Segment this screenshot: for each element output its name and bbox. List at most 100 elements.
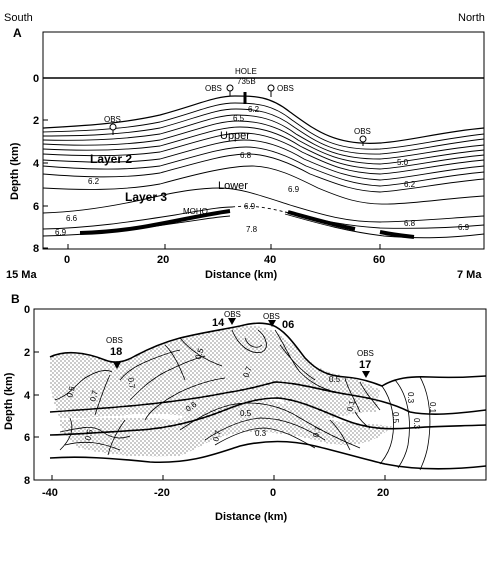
panel-a-frame <box>42 31 485 250</box>
panel-b-contour-line <box>107 419 126 456</box>
layer-3-label: Layer 3 <box>125 190 167 204</box>
panel-b-contour-line <box>419 376 431 471</box>
panel-a-age-left: 15 Ma <box>6 269 37 281</box>
panel-b-contour-line <box>214 427 316 449</box>
contour-label: 5.0 <box>397 158 409 167</box>
contour-label: 0.5 <box>329 375 341 384</box>
layer-2-label: Layer 2 <box>90 152 132 166</box>
panel-a-contour-line <box>42 187 485 223</box>
obs-label: OBS <box>357 349 374 358</box>
panel-b-label: B <box>11 292 20 306</box>
panel-b-xtick-0: 0 <box>270 487 276 499</box>
panel-a-contours <box>42 95 485 239</box>
contour-label: 0.5 <box>240 409 252 418</box>
obs-label: OBS <box>104 115 121 124</box>
panel-b-contour-line <box>279 344 316 381</box>
obs-triangle-icon <box>268 320 276 327</box>
panel-b-ytick-2: 2 <box>24 347 30 359</box>
panel-a-xtick-40: 40 <box>264 254 276 266</box>
panel-a-contour-line <box>42 146 485 187</box>
panel-b-contour-line <box>54 370 113 401</box>
panel-b-contour-line <box>231 329 267 353</box>
contour-label: 0.7 <box>88 389 100 403</box>
panel-a-obs-markers <box>109 84 367 146</box>
obs-marker-icon <box>109 123 117 131</box>
panel-a-xtick-60: 60 <box>373 254 385 266</box>
panel-a-moho <box>79 209 415 239</box>
contour-label: 6.9 <box>288 185 300 194</box>
obs-id-18: 18 <box>110 346 122 358</box>
contour-label: 6.2 <box>88 177 100 186</box>
panel-b-xlabel: Distance (km) <box>215 511 287 523</box>
panel-b-stipple <box>50 325 392 457</box>
panel-b-contour-line <box>204 417 326 441</box>
panel-a-contour-line <box>42 102 485 150</box>
panel-b-bottom <box>49 440 487 470</box>
panel-b-xtick--40: -40 <box>42 487 58 499</box>
contour-label: 6.9 <box>55 228 67 237</box>
panel-b-contour-line <box>329 419 351 451</box>
contour-label: 0.3 <box>406 392 415 404</box>
panel-a-label: A <box>13 26 22 40</box>
contour-label: 6.8 <box>404 219 416 228</box>
panel-a-ytick-6: 6 <box>33 201 39 213</box>
panel-a-contour-line <box>42 206 233 230</box>
contour-label: 0.3 <box>412 418 421 430</box>
obs-marker-icon <box>267 84 275 92</box>
contour-label: 0.5 <box>65 385 77 399</box>
contour-label: 6.8 <box>240 151 252 160</box>
contour-label: 0.5 <box>83 428 95 442</box>
panel-b-contour-line <box>64 441 121 451</box>
panel-a-ytick-0: 0 <box>33 73 39 85</box>
panel-b-horizon <box>49 397 487 436</box>
panel-b-frame <box>33 308 487 481</box>
panel-b-contour-line <box>59 417 73 451</box>
obs-label: OBS <box>205 84 222 93</box>
contour-label: 0.1 <box>345 399 357 413</box>
panel-a-contour-line <box>42 165 485 205</box>
panel-b-contour-line <box>94 374 111 416</box>
obs-marker-icon <box>359 135 367 143</box>
obs-triangle-icon <box>113 362 121 369</box>
panel-a-ytick-8: 8 <box>33 243 39 255</box>
panel-a-contour-line <box>284 213 485 239</box>
panel-b-contour-line <box>359 381 381 411</box>
panel-b-contour-line <box>179 402 361 449</box>
contour-label: 6.2 <box>248 105 260 114</box>
hole-id: 735B <box>237 77 256 86</box>
contour-label: 0.1 <box>428 402 437 414</box>
moho-label: MOHO <box>183 207 208 216</box>
contour-label: 0.7 <box>126 377 137 390</box>
panel-b-xtick-20: 20 <box>377 487 389 499</box>
panel-a-ytick-2: 2 <box>33 115 39 127</box>
panel-a-age-right: 7 Ma <box>457 269 482 281</box>
panel-b-contour-line <box>59 426 131 439</box>
panel-a-xtick-20: 20 <box>157 254 169 266</box>
panel-a-moho-dashed <box>231 205 286 213</box>
contour-label: 6.6 <box>66 214 78 223</box>
obs-label: OBS <box>224 310 241 319</box>
panel-a-contour-line <box>42 126 485 170</box>
upper-label: Upper <box>220 130 250 142</box>
north-label: North <box>458 12 485 24</box>
contour-label: 6.5 <box>233 114 245 123</box>
panel-a-ytick-4: 4 <box>33 158 40 170</box>
panel-b-contour-line <box>129 355 206 401</box>
panel-b-contour-line <box>344 377 361 413</box>
panel-b-contour-line <box>379 385 394 465</box>
panel-b-xtick--20: -20 <box>154 487 170 499</box>
hole-label: HOLE <box>235 67 257 76</box>
panel-b-ytick-6: 6 <box>24 432 30 444</box>
contour-label: 6.9 <box>458 223 470 232</box>
obs-triangle-icon <box>228 318 236 325</box>
panel-b-ylabel: Depth (km) <box>3 372 15 430</box>
contour-label: 0.5 <box>391 412 400 424</box>
obs-id-17: 17 <box>359 359 371 371</box>
lower-label: Lower <box>218 180 248 192</box>
panel-b-contours <box>49 322 487 471</box>
contour-label: 0.5 <box>193 347 205 361</box>
obs-id-14: 14 <box>212 317 225 329</box>
contour-label: 7.8 <box>246 225 258 234</box>
panel-b-contour-line <box>164 344 186 381</box>
panel-a-contour-line <box>42 139 485 181</box>
